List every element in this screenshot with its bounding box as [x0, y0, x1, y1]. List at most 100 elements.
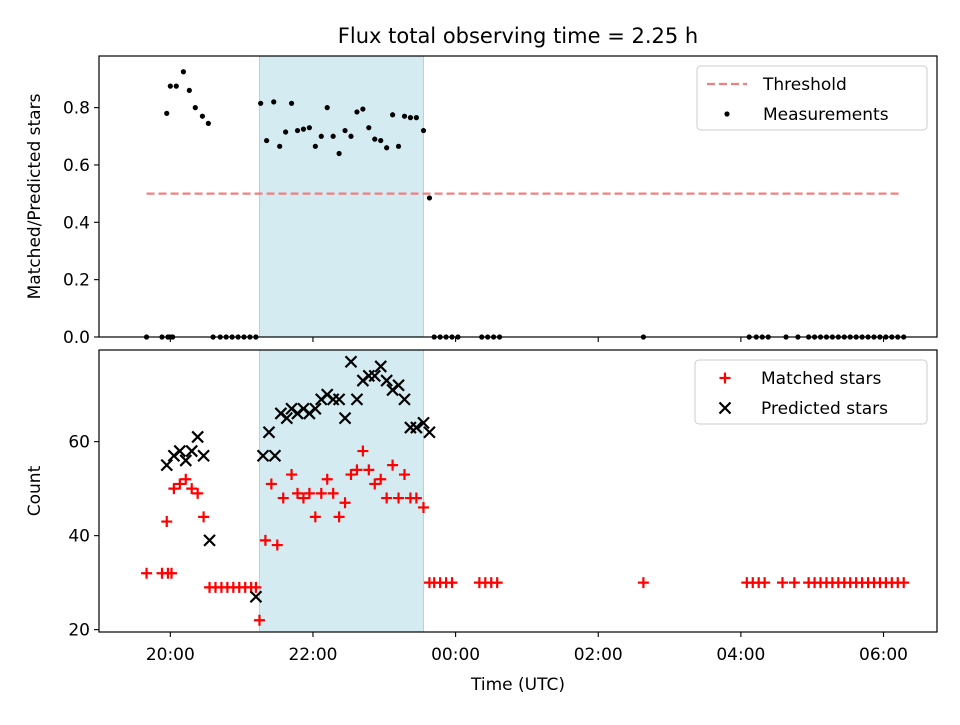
marker-shape	[336, 150, 342, 157]
marker-shape	[351, 464, 363, 476]
data-point	[345, 469, 357, 481]
marker-shape	[256, 449, 270, 463]
marker-shape	[264, 137, 270, 144]
marker-shape	[718, 401, 732, 415]
data-point	[417, 416, 430, 430]
marker-shape	[174, 478, 186, 490]
x-tick-label: 02:00	[574, 645, 623, 665]
data-point	[776, 577, 788, 589]
marker-shape	[338, 411, 352, 425]
marker-shape	[324, 105, 330, 111]
marker-shape	[271, 99, 277, 105]
marker-shape	[306, 125, 312, 131]
data-point	[378, 137, 384, 144]
data-point	[199, 113, 206, 119]
marker-shape	[161, 516, 173, 528]
marker-shape	[160, 458, 174, 472]
data-point	[198, 511, 210, 523]
marker-shape	[788, 577, 800, 589]
data-point	[327, 487, 339, 499]
marker-shape	[288, 100, 295, 106]
data-point	[426, 195, 433, 201]
data-point	[191, 430, 204, 444]
marker-shape	[249, 590, 263, 604]
panel-2-legend: Matched stars Predicted stars	[694, 359, 928, 425]
marker-shape	[173, 444, 187, 458]
data-point	[259, 534, 271, 546]
marker-shape	[350, 393, 364, 406]
marker-shape	[185, 444, 198, 458]
legend-box	[696, 65, 928, 131]
data-point	[413, 115, 419, 121]
data-point	[342, 127, 348, 134]
data-point	[368, 369, 382, 383]
data-point	[250, 581, 262, 593]
marker-shape	[418, 501, 430, 513]
data-point	[395, 143, 402, 149]
marker-shape	[426, 195, 433, 201]
marker-shape	[348, 133, 354, 139]
data-point	[197, 449, 210, 463]
data-point	[321, 473, 333, 485]
marker-shape	[186, 87, 192, 94]
legend-entry-label: Threshold	[762, 75, 847, 95]
marker-shape	[192, 487, 204, 499]
marker-shape	[292, 487, 304, 499]
data-point	[759, 577, 771, 589]
data-point	[324, 105, 330, 111]
marker-shape	[330, 133, 336, 139]
marker-shape	[372, 136, 378, 142]
marker-shape	[381, 492, 393, 504]
legend-plus-swatch	[719, 372, 731, 384]
data-point	[167, 83, 173, 89]
marker-shape	[332, 393, 346, 406]
data-point	[173, 83, 179, 89]
data-point	[283, 129, 289, 135]
marker-shape	[344, 355, 358, 369]
marker-shape	[423, 425, 436, 439]
marker-shape	[393, 492, 405, 504]
data-point	[180, 473, 192, 485]
x-tick-label: 06:00	[859, 645, 908, 665]
data-point	[161, 516, 173, 528]
marker-shape	[387, 459, 399, 471]
y-tick-label: 40	[68, 527, 90, 547]
x-tick-label: 20:00	[146, 645, 195, 665]
marker-shape	[395, 143, 402, 149]
data-point	[309, 511, 321, 523]
data-point	[384, 145, 390, 151]
marker-shape	[268, 449, 282, 463]
marker-shape	[898, 577, 910, 589]
marker-shape	[342, 127, 348, 134]
marker-shape	[277, 143, 283, 149]
marker-shape	[354, 109, 360, 115]
data-point	[363, 464, 375, 476]
data-point	[288, 100, 295, 106]
data-point	[344, 355, 358, 369]
data-point	[357, 445, 369, 457]
data-point	[898, 577, 910, 589]
panel-2-axes-frame	[98, 349, 938, 633]
data-point	[256, 449, 270, 463]
marker-shape	[389, 112, 396, 118]
data-point	[410, 492, 422, 504]
marker-shape	[719, 372, 731, 384]
data-point	[268, 449, 282, 463]
data-point	[407, 115, 414, 121]
data-point	[286, 469, 298, 481]
marker-shape	[410, 421, 423, 434]
data-point	[423, 425, 436, 439]
data-point	[166, 567, 178, 579]
legend-x-swatch	[718, 401, 732, 415]
data-point	[186, 483, 198, 495]
marker-shape	[318, 133, 324, 139]
data-point	[294, 127, 301, 134]
data-point	[262, 425, 276, 439]
data-point	[366, 125, 372, 131]
marker-shape	[417, 416, 430, 430]
data-point	[401, 113, 408, 119]
marker-shape	[164, 110, 170, 116]
panel-1-y-axis-label: Matched/Predicted stars	[25, 93, 45, 299]
marker-shape	[380, 374, 393, 387]
